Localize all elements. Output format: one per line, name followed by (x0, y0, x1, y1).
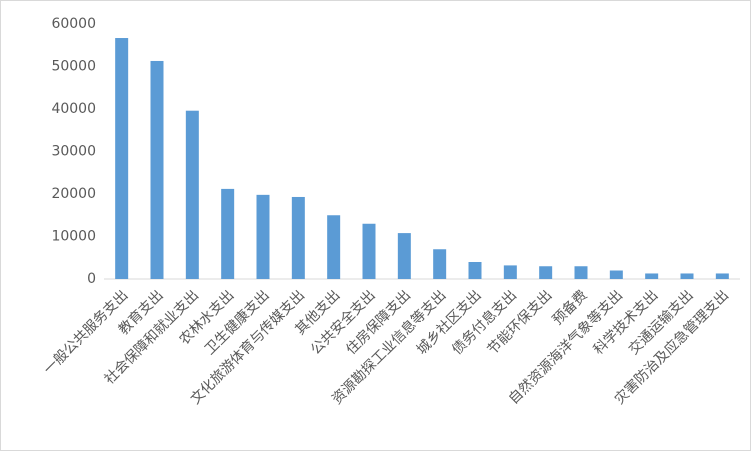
bar (645, 273, 659, 279)
y-tick-label: 20000 (51, 186, 96, 202)
y-tick-label: 40000 (51, 101, 96, 117)
bar (503, 265, 517, 279)
bar (680, 273, 694, 279)
y-tick-label: 30000 (51, 144, 96, 160)
bar (609, 270, 623, 279)
y-tick-label: 60000 (51, 16, 96, 32)
bar (397, 233, 411, 279)
y-tick-label: 0 (87, 271, 96, 287)
y-tick-label: 10000 (51, 229, 96, 245)
bar (150, 60, 164, 279)
bar (291, 196, 305, 279)
bar (715, 273, 729, 279)
bar (221, 188, 235, 279)
bar (185, 110, 199, 279)
bar (115, 38, 129, 280)
bar (256, 194, 270, 279)
y-tick-label: 50000 (51, 59, 96, 75)
bar (539, 266, 553, 279)
bar (433, 249, 447, 279)
bar (574, 266, 588, 279)
bar (362, 223, 376, 279)
bar (468, 262, 482, 279)
bar (327, 215, 341, 279)
